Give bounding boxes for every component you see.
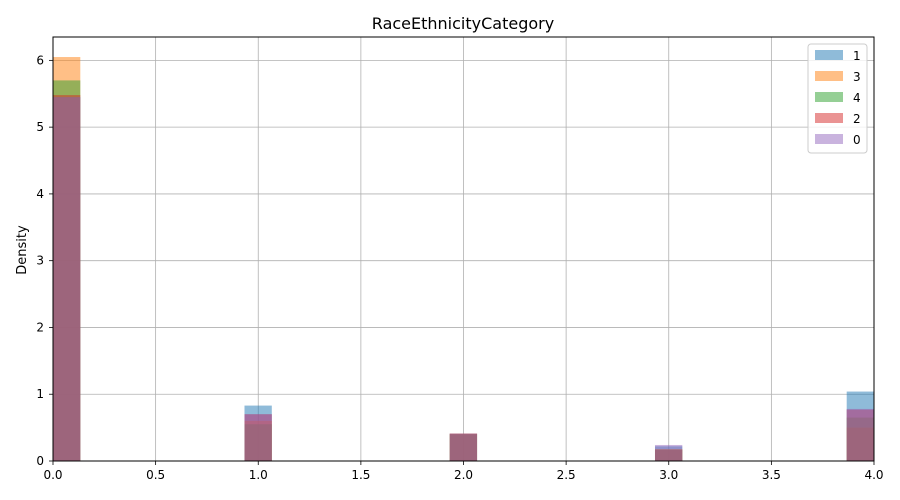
x-tick-label: 3.0 [659,468,678,482]
bar-series-0 [244,414,272,461]
legend-swatch-1 [815,50,843,60]
y-axis-label: Density [15,225,30,275]
bar-series-0 [846,408,874,461]
bars [53,57,874,462]
legend-swatch-2 [815,113,843,123]
x-tick-label: 1.0 [249,468,268,482]
legend-swatch-4 [815,92,843,102]
bar-series-0 [449,433,478,461]
legend-swatch-0 [815,134,843,144]
legend-label-4: 4 [853,91,861,105]
y-tick-label: 3 [36,254,44,268]
legend-label-2: 2 [853,112,861,126]
axes: 0.0 0.5 1.0 1.5 2.0 2.5 3.0 3.5 4.0 0 1 2 3 4 5 6 [36,36,884,482]
y-tick-label: 1 [36,387,44,401]
y-tick-label: 6 [36,53,44,67]
x-tick-label: 3.5 [762,468,781,482]
x-tick-label: 0.5 [146,468,165,482]
legend-swatch-3 [815,71,843,81]
x-tick-label: 4.0 [864,468,883,482]
y-tick-label: 2 [36,320,44,334]
legend-label-0: 0 [853,133,861,147]
bar-series-0 [654,444,683,461]
x-tick-label: 2.5 [557,468,576,482]
bar-series-0 [53,97,81,462]
x-tick-label: 0.0 [43,468,62,482]
y-tick-label: 5 [36,120,44,134]
chart-title: RaceEthnicityCategory [372,14,554,33]
legend: 1 3 4 2 0 [807,43,868,154]
x-tick-label: 2.0 [454,468,473,482]
legend-label-1: 1 [853,49,861,63]
x-tick-label: 1.5 [351,468,370,482]
legend-label-3: 3 [853,70,861,84]
y-tick-label: 4 [36,187,44,201]
y-tick-label: 0 [36,454,44,468]
